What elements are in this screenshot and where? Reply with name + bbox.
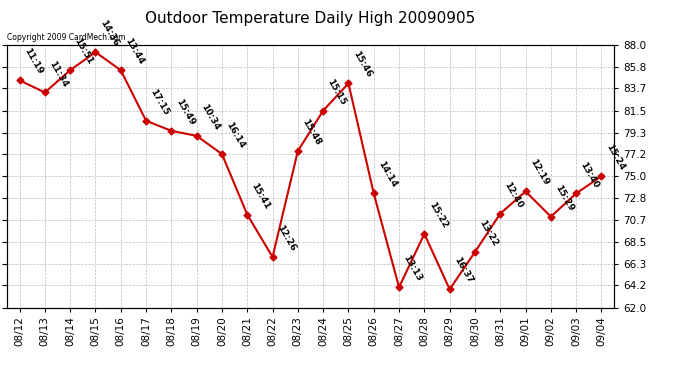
Text: 15:22: 15:22 (427, 201, 449, 230)
Text: 13:22: 13:22 (477, 219, 500, 248)
Text: 15:46: 15:46 (351, 50, 373, 80)
Text: Outdoor Temperature Daily High 20090905: Outdoor Temperature Daily High 20090905 (146, 11, 475, 26)
Text: 15:51: 15:51 (72, 37, 95, 66)
Text: 15:41: 15:41 (250, 181, 272, 211)
Text: 13:13: 13:13 (402, 254, 424, 283)
Text: 12:40: 12:40 (503, 180, 525, 210)
Text: 10:34: 10:34 (199, 102, 221, 132)
Text: 15:29: 15:29 (553, 183, 575, 213)
Text: 16:37: 16:37 (452, 256, 474, 285)
Text: 14:36: 14:36 (98, 19, 120, 48)
Text: 17:15: 17:15 (148, 87, 170, 117)
Text: 16:14: 16:14 (224, 121, 246, 150)
Text: 15:15: 15:15 (326, 77, 348, 106)
Text: 14:14: 14:14 (376, 160, 399, 189)
Text: 12:19: 12:19 (528, 158, 550, 188)
Text: 15:49: 15:49 (174, 97, 196, 127)
Text: 13:40: 13:40 (579, 160, 601, 189)
Text: 15:24: 15:24 (604, 143, 626, 172)
Text: 12:26: 12:26 (275, 224, 297, 253)
Text: Copyright 2009 CardMech.com: Copyright 2009 CardMech.com (7, 33, 126, 42)
Text: 13:44: 13:44 (124, 37, 146, 66)
Text: 15:48: 15:48 (300, 118, 322, 147)
Text: 11:19: 11:19 (22, 47, 44, 76)
Text: 11:34: 11:34 (48, 59, 70, 88)
